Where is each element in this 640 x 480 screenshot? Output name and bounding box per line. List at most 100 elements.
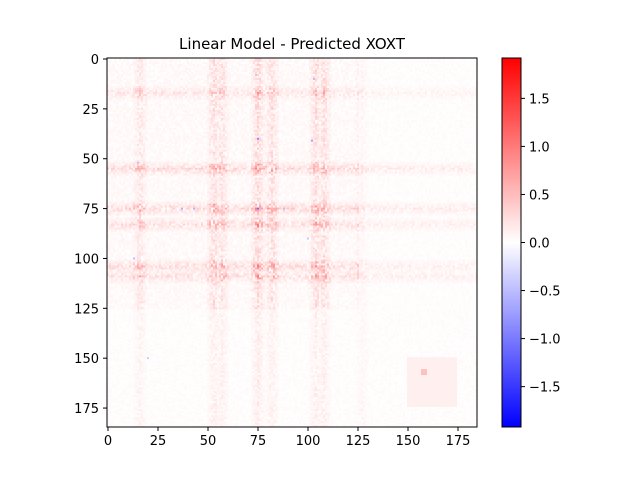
heatmap-cell <box>317 90 319 92</box>
heatmap-cell <box>345 62 347 64</box>
heatmap-cell <box>249 68 251 70</box>
heatmap-cell <box>289 86 291 88</box>
heatmap-cell <box>435 86 437 88</box>
heatmap-cell <box>121 64 123 66</box>
heatmap-cell <box>173 100 175 102</box>
heatmap-cell <box>177 80 179 82</box>
heatmap-cell <box>175 96 177 98</box>
heatmap-cell <box>309 102 311 104</box>
heatmap-cell <box>313 84 315 86</box>
heatmap-cell <box>419 66 421 68</box>
heatmap-cell <box>433 96 435 98</box>
heatmap-cell <box>411 102 413 104</box>
heatmap-cell <box>393 80 395 82</box>
heatmap-cell <box>389 100 391 102</box>
heatmap-cell <box>341 60 343 62</box>
heatmap-cell <box>271 100 273 102</box>
heatmap-cell <box>335 88 337 90</box>
heatmap-cell <box>413 74 415 76</box>
heatmap-cell <box>237 84 239 86</box>
heatmap-cell <box>459 60 461 62</box>
heatmap-cell <box>141 72 143 74</box>
heatmap-cell <box>451 64 453 66</box>
heatmap-cell <box>165 74 167 76</box>
heatmap-cell <box>429 94 431 96</box>
heatmap-cell <box>417 72 419 74</box>
heatmap-cell <box>129 102 131 104</box>
heatmap-cell <box>215 92 217 94</box>
heatmap-cell <box>257 78 259 80</box>
heatmap-cell <box>227 74 229 76</box>
heatmap-cell <box>393 78 395 80</box>
heatmap-cell <box>301 64 303 66</box>
heatmap-cell <box>409 64 411 66</box>
heatmap-cell <box>111 90 113 92</box>
heatmap-cell <box>367 74 369 76</box>
heatmap-cell <box>361 100 363 102</box>
heatmap-cell <box>125 94 127 96</box>
heatmap-cell <box>377 98 379 100</box>
heatmap-cell <box>137 62 139 64</box>
heatmap-cell <box>123 88 125 90</box>
heatmap-cell <box>311 76 313 78</box>
heatmap-cell <box>185 96 187 98</box>
heatmap-cell <box>447 68 449 70</box>
heatmap-cell <box>261 92 263 94</box>
heatmap-cell <box>339 64 341 66</box>
heatmap-cell <box>131 74 133 76</box>
heatmap-cell <box>173 102 175 104</box>
heatmap-cell <box>399 64 401 66</box>
heatmap-cell <box>453 62 455 64</box>
heatmap-cell <box>263 96 265 98</box>
heatmap-cell <box>437 92 439 94</box>
heatmap-cell <box>329 78 331 80</box>
heatmap-cell <box>271 62 273 64</box>
heatmap-cell <box>143 78 145 80</box>
heatmap-cell <box>471 70 473 72</box>
heatmap-cell <box>205 92 207 94</box>
heatmap-cell <box>293 96 295 98</box>
heatmap-cell <box>197 60 199 62</box>
heatmap-cell <box>147 78 149 80</box>
heatmap-cell <box>299 94 301 96</box>
heatmap-cell <box>165 80 167 82</box>
heatmap-cell <box>415 62 417 64</box>
heatmap-cell <box>331 82 333 84</box>
heatmap-cell <box>331 66 333 68</box>
heatmap-cell <box>419 88 421 90</box>
heatmap-cell <box>305 86 307 88</box>
heatmap-cell <box>139 76 141 78</box>
heatmap-cell <box>143 92 145 94</box>
heatmap-cell <box>287 78 289 80</box>
heatmap-cell <box>323 82 325 84</box>
heatmap-cell <box>325 60 327 62</box>
heatmap-cell <box>419 98 421 100</box>
heatmap-cell <box>239 80 241 82</box>
heatmap-cell <box>367 62 369 64</box>
heatmap-cell <box>285 94 287 96</box>
heatmap-cell <box>183 68 185 70</box>
heatmap-cell <box>433 90 435 92</box>
heatmap-cell <box>317 72 319 74</box>
heatmap-cell <box>153 94 155 96</box>
heatmap-cell <box>131 104 133 106</box>
heatmap-cell <box>461 90 463 92</box>
heatmap-cell <box>291 68 293 70</box>
heatmap-cell <box>141 104 143 106</box>
heatmap-cell <box>127 72 129 74</box>
heatmap-cell <box>399 82 401 84</box>
heatmap-cell <box>427 80 429 82</box>
heatmap-cell <box>275 78 277 80</box>
heatmap-cell <box>431 98 433 100</box>
heatmap-cell <box>315 88 317 90</box>
heatmap-cell <box>439 68 441 70</box>
heatmap-cell <box>349 102 351 104</box>
heatmap-cell <box>193 84 195 86</box>
heatmap-cell <box>125 102 127 104</box>
heatmap-cell <box>207 72 209 74</box>
heatmap-cell <box>331 76 333 78</box>
heatmap-cell <box>209 60 211 62</box>
heatmap-cell <box>179 96 181 98</box>
heatmap-cell <box>295 78 297 80</box>
heatmap-cell <box>131 82 133 84</box>
